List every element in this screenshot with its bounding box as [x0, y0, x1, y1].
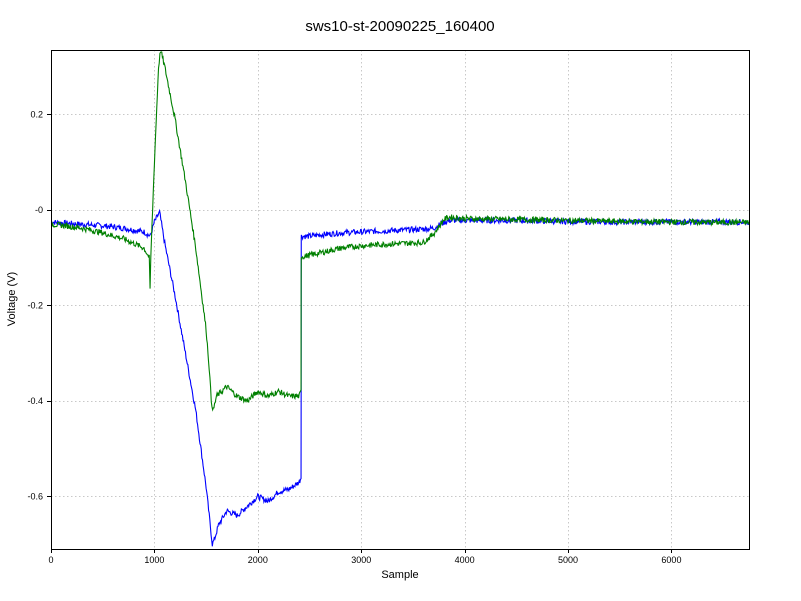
grid-lines	[51, 50, 749, 549]
plot-frame	[51, 50, 750, 550]
x-tick-label: 4000	[455, 555, 475, 565]
y-tick-label: -0	[35, 205, 43, 215]
y-tick-label: 0.2	[30, 109, 43, 119]
x-axis-label: Sample	[381, 569, 418, 581]
y-tick-label: -0.4	[27, 396, 43, 406]
series-layer	[51, 51, 749, 547]
x-tick-label: 5000	[558, 555, 578, 565]
x-tick-label: 3000	[351, 555, 371, 565]
chart-title: sws10-st-20090225_160400	[305, 18, 494, 35]
x-tick-label: 2000	[248, 555, 268, 565]
series-line-2	[51, 51, 749, 412]
y-tick-label: -0.2	[27, 300, 43, 310]
x-tick-label: 6000	[661, 555, 681, 565]
x-tick-label: 1000	[144, 555, 164, 565]
y-axis-label: Voltage (V)	[6, 272, 18, 326]
x-tick-label: 0	[48, 555, 53, 565]
series-line-1	[51, 208, 749, 547]
y-tick-label: -0.6	[27, 491, 43, 501]
tick-labels: 0 1000 2000 3000 4000 5000 6000 0.2 -0 -0.2 -0.4 -0…	[27, 109, 681, 565]
